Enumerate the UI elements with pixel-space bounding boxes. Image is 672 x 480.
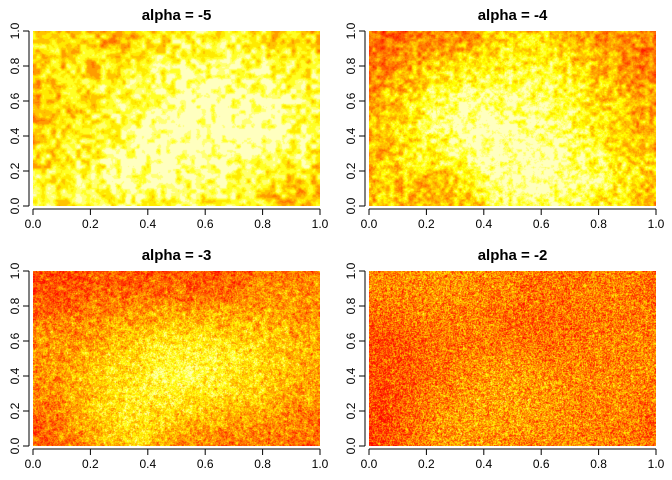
y-tick-label: 0.6 [8, 92, 22, 109]
y-tick-label: 0.4 [344, 127, 358, 144]
y-tick-label: 0.6 [344, 332, 358, 349]
x-tick-label: 0.0 [25, 457, 42, 471]
x-tick-label: 0.2 [418, 457, 435, 471]
x-axis: 0.0 0.2 0.4 0.6 0.8 1.0 [361, 208, 665, 231]
panel-1: alpha = -5 0.0 0.2 0.4 0.6 0.8 1.0 0.0 0.2 0.4 0.6… [8, 7, 329, 231]
x-axis: 0.0 0.2 0.4 0.6 0.8 1.0 [361, 448, 665, 471]
x-tick-label: 0.6 [197, 457, 214, 471]
x-tick-label: 1.0 [648, 217, 665, 231]
y-tick-label: 0.0 [344, 197, 358, 214]
y-axis: 0.0 0.2 0.4 0.6 0.8 1.0 [344, 22, 366, 214]
y-axis: 0.0 0.2 0.4 0.6 0.8 1.0 [344, 262, 366, 454]
x-tick-label: 0.2 [418, 217, 435, 231]
x-tick-label: 0.0 [25, 217, 42, 231]
y-tick-label: 0.0 [8, 197, 22, 214]
y-tick-label: 0.8 [8, 57, 22, 74]
x-tick-label: 0.4 [139, 457, 156, 471]
x-tick-label: 0.0 [361, 457, 378, 471]
x-tick-label: 0.8 [590, 217, 607, 231]
y-tick-label: 0.2 [8, 162, 22, 179]
panel-title: alpha = -2 [478, 247, 548, 264]
heatmap-raster-3 [33, 271, 320, 446]
x-tick-label: 0.8 [590, 457, 607, 471]
x-tick-label: 0.4 [475, 217, 492, 231]
y-tick-label: 0.6 [344, 92, 358, 109]
y-tick-label: 0.4 [8, 367, 22, 384]
x-tick-label: 0.0 [361, 217, 378, 231]
panel-3: alpha = -3 0.0 0.2 0.4 0.6 0.8 1.0 0.0 0.2 0.4 0.6… [8, 247, 329, 471]
panel-title: alpha = -3 [142, 247, 212, 264]
x-axis: 0.0 0.2 0.4 0.6 0.8 1.0 [25, 208, 329, 231]
panel-4: alpha = -2 0.0 0.2 0.4 0.6 0.8 1.0 0.0 0.2 0.4 0.6… [344, 247, 665, 471]
x-tick-label: 0.4 [139, 217, 156, 231]
x-tick-label: 0.6 [533, 217, 550, 231]
y-tick-label: 0.0 [8, 437, 22, 454]
y-tick-label: 0.8 [344, 57, 358, 74]
y-tick-label: 1.0 [344, 22, 358, 39]
panel-2: alpha = -4 0.0 0.2 0.4 0.6 0.8 1.0 0.0 0.2 0.4 0.6… [344, 7, 665, 231]
y-tick-label: 0.6 [8, 332, 22, 349]
heatmap-raster-2 [369, 31, 656, 206]
x-axis: 0.0 0.2 0.4 0.6 0.8 1.0 [25, 448, 329, 471]
x-tick-label: 1.0 [648, 457, 665, 471]
y-tick-label: 0.0 [344, 437, 358, 454]
y-axis: 0.0 0.2 0.4 0.6 0.8 1.0 [8, 22, 30, 214]
y-tick-label: 1.0 [344, 262, 358, 279]
x-tick-label: 0.2 [82, 457, 99, 471]
y-tick-label: 0.8 [8, 297, 22, 314]
x-tick-label: 0.2 [82, 217, 99, 231]
panel-title: alpha = -4 [478, 7, 548, 24]
x-tick-label: 0.6 [533, 457, 550, 471]
y-tick-label: 1.0 [8, 22, 22, 39]
y-tick-label: 0.2 [344, 402, 358, 419]
y-tick-label: 0.2 [8, 402, 22, 419]
heatmap-raster-1 [33, 31, 320, 206]
y-axis: 0.0 0.2 0.4 0.6 0.8 1.0 [8, 262, 30, 454]
y-tick-label: 0.2 [344, 162, 358, 179]
heatmap-raster-4 [369, 271, 656, 446]
y-tick-label: 0.4 [344, 367, 358, 384]
x-tick-label: 1.0 [312, 217, 329, 231]
x-tick-label: 0.6 [197, 217, 214, 231]
y-tick-label: 0.8 [344, 297, 358, 314]
y-tick-label: 1.0 [8, 262, 22, 279]
panel-title: alpha = -5 [142, 7, 212, 24]
x-tick-label: 0.8 [254, 457, 271, 471]
x-tick-label: 0.4 [475, 457, 492, 471]
x-tick-label: 0.8 [254, 217, 271, 231]
x-tick-label: 1.0 [312, 457, 329, 471]
y-tick-label: 0.4 [8, 127, 22, 144]
